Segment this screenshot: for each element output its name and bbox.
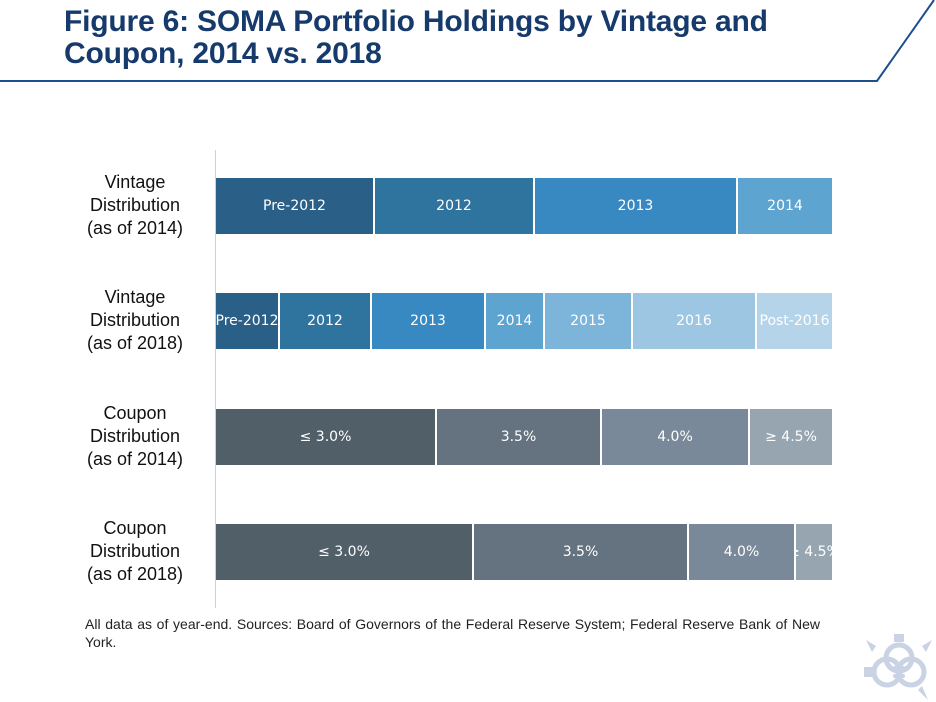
category-label-line: Distribution [89, 195, 181, 215]
bar-segment: 3.5% [474, 524, 689, 580]
federal-reserve-seal-icon [864, 634, 932, 700]
bar-row: ≤ 3.0%3.5%4.0%≥ 4.5% [216, 409, 832, 465]
category-label-line: Vintage [104, 172, 166, 192]
category-label: Coupon Distribution (as of 2014) [60, 402, 210, 471]
category-label-line: Vintage [104, 287, 166, 307]
bar-segment: 2014 [486, 293, 545, 349]
bar-segment: 2014 [738, 178, 832, 234]
header-rule [0, 0, 935, 82]
bar-segment: ≥ 4.5% [796, 524, 832, 580]
bar-segment: ≥ 4.5% [750, 409, 832, 465]
bar-segment: Post-2016 [757, 293, 832, 349]
bar-segment: 4.0% [689, 524, 796, 580]
category-axis-line [215, 150, 216, 608]
category-label-line: (as of 2014) [86, 449, 184, 469]
footnote: All data as of year-end. Sources: Board … [85, 616, 820, 650]
page-title: Figure 6: SOMA Portfolio Holdings by Vin… [64, 6, 768, 70]
category-label-line: (as of 2018) [86, 333, 184, 353]
category-label: Vintage Distribution (as of 2014) [60, 171, 210, 240]
bar-segment: ≤ 3.0% [216, 409, 437, 465]
title-line-1: Figure 6: SOMA Portfolio Holdings by Vin… [64, 5, 768, 38]
bar-segment: 2015 [545, 293, 633, 349]
title-line-2: Coupon, 2014 vs. 2018 [64, 37, 382, 70]
bar-row: Pre-2012 2012 2013 2014 2015 2016 Post-2016 [216, 293, 832, 349]
bar-segment: 2012 [280, 293, 372, 349]
category-label-line: Distribution [89, 310, 181, 330]
category-label: Coupon Distribution (as of 2018) [60, 517, 210, 586]
bar-segment: 3.5% [437, 409, 602, 465]
bar-segment: Pre-2012 [216, 293, 280, 349]
category-label-line: (as of 2018) [86, 564, 184, 584]
category-label-line: Distribution [89, 541, 181, 561]
category-label-line: (as of 2014) [86, 218, 184, 238]
bar-segment: Pre-2012 [216, 178, 375, 234]
bar-segment: ≤ 3.0% [216, 524, 474, 580]
category-label-line: Coupon [103, 403, 167, 423]
bar-row: Pre-2012 2012 2013 2014 [216, 178, 832, 234]
bar-row: ≤ 3.0%3.5%4.0%≥ 4.5% [216, 524, 832, 580]
bar-segment: 2013 [535, 178, 738, 234]
category-label-line: Distribution [89, 426, 181, 446]
bar-segment: 2016 [633, 293, 757, 349]
bar-segment: 2013 [372, 293, 486, 349]
category-label-line: Coupon [103, 518, 167, 538]
bar-segment: 4.0% [602, 409, 750, 465]
category-label: Vintage Distribution (as of 2018) [60, 286, 210, 355]
bar-segment: 2012 [375, 178, 535, 234]
